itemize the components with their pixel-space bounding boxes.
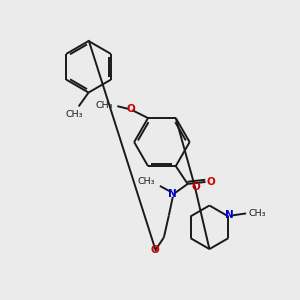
- Text: O: O: [191, 182, 200, 191]
- Text: O: O: [206, 177, 215, 187]
- Text: CH₃: CH₃: [66, 110, 83, 119]
- Text: N: N: [168, 189, 177, 199]
- Text: O: O: [127, 104, 136, 114]
- Text: O: O: [151, 245, 159, 255]
- Text: CH₃: CH₃: [137, 178, 155, 187]
- Text: CH₃: CH₃: [96, 101, 113, 110]
- Text: N: N: [225, 210, 234, 220]
- Text: CH₃: CH₃: [248, 209, 266, 218]
